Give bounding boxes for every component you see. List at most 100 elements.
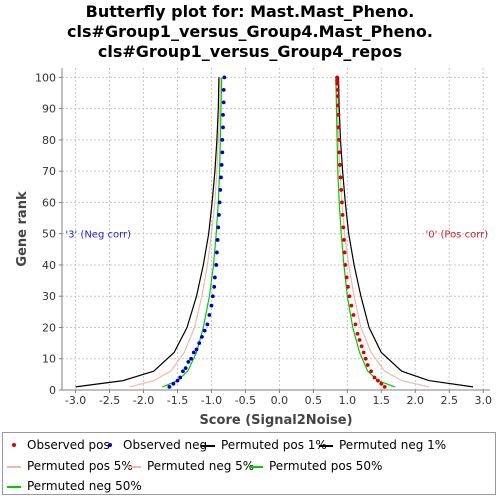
- point-observed-pos-9: [357, 338, 362, 342]
- point-observed-neg-14: [207, 313, 212, 317]
- legend-item-permuted-neg-1: Permuted neg 1%: [319, 438, 446, 452]
- point-observed-pos-8: [359, 344, 364, 349]
- point-observed-pos-11: [353, 322, 358, 327]
- point-observed-neg-31: [221, 112, 225, 117]
- point-observed-neg-18: [212, 275, 217, 280]
- y-tick-label-4: 40: [42, 259, 56, 272]
- point-observed-neg-23: [217, 213, 221, 217]
- legend-swatch-permuted-pos-50: [249, 460, 263, 472]
- legend-item-observed-pos: Observed pos: [7, 438, 110, 452]
- legend-item-permuted-pos-50: Permuted pos 50%: [249, 459, 382, 473]
- point-observed-neg-20: [214, 250, 219, 255]
- legend-label-observed-neg: Observed neg: [123, 438, 208, 452]
- legend-swatch-observed-neg: [103, 439, 117, 451]
- legend-swatch-permuted-neg-5: [127, 460, 141, 472]
- point-observed-pos-29: [336, 112, 341, 117]
- point-observed-pos-18: [342, 250, 347, 255]
- y-tick-label-6: 60: [42, 196, 56, 209]
- point-observed-pos-1: [379, 381, 384, 386]
- point-observed-pos-35: [335, 75, 340, 80]
- legend-label-permuted-neg-50: Permuted neg 50%: [27, 479, 142, 493]
- point-observed-neg-33: [221, 87, 226, 92]
- point-observed-pos-5: [365, 363, 370, 367]
- point-observed-neg-0: [167, 384, 172, 389]
- series-line-permuted-neg-50: [162, 77, 223, 388]
- y-tick-label-9: 90: [42, 103, 56, 116]
- legend-item-permuted-pos-1: Permuted pos 1%: [201, 438, 327, 452]
- y-tick-label-0: 0: [49, 384, 56, 397]
- y-tick-label-2: 20: [42, 321, 56, 334]
- legend-label-permuted-pos-1: Permuted pos 1%: [221, 438, 327, 452]
- point-observed-pos-20: [341, 225, 346, 230]
- legend-label-permuted-neg-1: Permuted neg 1%: [339, 438, 447, 452]
- x-tick-label-11: 2.5: [440, 394, 458, 407]
- point-observed-neg-12: [202, 328, 207, 333]
- x-tick-label-3: -1.5: [167, 394, 188, 407]
- point-observed-neg-16: [210, 294, 215, 299]
- point-observed-pos-21: [340, 213, 345, 217]
- point-observed-neg-3: [178, 375, 183, 380]
- x-tick-label-12: 3.0: [474, 394, 492, 407]
- point-observed-neg-7: [189, 356, 193, 361]
- legend-label-permuted-pos-5: Permuted pos 5%: [27, 459, 133, 473]
- point-observed-pos-12: [351, 313, 356, 317]
- y-tick-label-5: 50: [42, 228, 56, 241]
- point-observed-neg-15: [209, 303, 214, 308]
- annotation-1: '0' (Pos corr): [425, 230, 488, 241]
- plot-area: [62, 68, 490, 390]
- y-tick-label-1: 10: [42, 353, 56, 366]
- point-observed-pos-23: [339, 188, 344, 192]
- point-observed-pos-28: [336, 125, 341, 130]
- legend-swatch-permuted-pos-5: [7, 460, 21, 472]
- point-observed-pos-17: [343, 263, 348, 267]
- y-axis-label: Gene rank: [15, 191, 30, 267]
- x-tick-label-6: 0.0: [271, 394, 289, 407]
- point-observed-pos-19: [342, 238, 346, 242]
- chart-title: Butterfly plot for: Mast.Mast_Pheno. cls…: [0, 2, 500, 62]
- point-observed-neg-4: [181, 369, 185, 374]
- point-observed-pos-6: [363, 356, 368, 361]
- x-tick-label-2: -2.0: [133, 394, 154, 407]
- y-tick-label-10: 100: [35, 71, 56, 84]
- legend-label-permuted-pos-50: Permuted pos 50%: [269, 459, 383, 473]
- x-tick-label-4: -1.0: [201, 394, 222, 407]
- legend-label-observed-pos: Observed pos: [27, 438, 110, 452]
- annotation-0: '3' (Neg corr): [65, 230, 131, 241]
- legend-item-permuted-neg-5: Permuted neg 5%: [127, 459, 254, 473]
- legend-item-permuted-neg-50: Permuted neg 50%: [7, 479, 142, 493]
- point-observed-pos-26: [337, 150, 342, 155]
- point-observed-pos-4: [369, 369, 374, 374]
- point-observed-neg-2: [175, 378, 180, 383]
- point-observed-pos-16: [344, 275, 349, 280]
- butterfly-plot: -3.0 -2.5 -2.0 -1.5 -1.0 -0.5 0.0 0.5 1.0 1.5 2.0 2…: [15, 68, 492, 428]
- legend-swatch-observed-pos: [7, 439, 21, 451]
- legend-label-permuted-neg-5: Permuted neg 5%: [147, 459, 255, 473]
- point-observed-neg-10: [197, 341, 202, 346]
- point-observed-pos-22: [339, 200, 344, 205]
- chart-title-line-3: cls#Group1_versus_Group4_repos: [97, 42, 403, 61]
- point-observed-pos-14: [347, 294, 352, 299]
- point-observed-neg-28: [220, 150, 225, 155]
- y-tick-label-8: 80: [42, 134, 56, 147]
- point-observed-pos-10: [355, 331, 360, 336]
- x-tick-label-0: -3.0: [65, 394, 86, 407]
- point-observed-neg-6: [186, 359, 191, 364]
- point-observed-neg-22: [216, 225, 221, 230]
- series-line-permuted-neg-5: [129, 77, 221, 388]
- point-observed-neg-9: [194, 347, 199, 352]
- x-tick-label-10: 2.0: [407, 394, 425, 407]
- point-observed-neg-34: [222, 75, 227, 80]
- series-line-permuted-neg-1: [75, 77, 220, 388]
- point-observed-neg-21: [215, 238, 220, 242]
- y-tick-label-7: 70: [42, 165, 56, 178]
- legend: Observed pos Observed neg Permuted pos 1…: [2, 432, 496, 495]
- point-observed-neg-26: [219, 175, 223, 180]
- point-observed-neg-25: [218, 188, 223, 192]
- x-tick-label-7: 0.5: [305, 394, 323, 407]
- point-observed-pos-2: [376, 378, 380, 383]
- x-axis-label: Score (Signal2Noise): [199, 413, 352, 428]
- point-observed-pos-31: [335, 94, 340, 99]
- point-observed-pos-3: [372, 375, 377, 380]
- point-observed-pos-24: [338, 175, 343, 180]
- point-observed-neg-11: [200, 334, 204, 339]
